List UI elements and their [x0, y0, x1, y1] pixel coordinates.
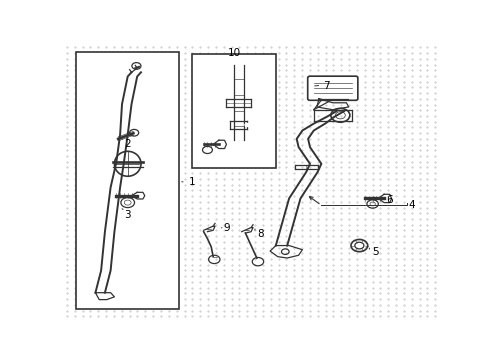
- Text: 8: 8: [257, 229, 264, 239]
- Text: 1: 1: [189, 177, 195, 187]
- Text: 7: 7: [323, 81, 330, 91]
- Text: 10: 10: [227, 48, 241, 58]
- Text: 9: 9: [223, 222, 230, 233]
- Bar: [76, 51, 179, 309]
- Circle shape: [245, 123, 250, 127]
- Text: 3: 3: [124, 210, 131, 220]
- Text: 4: 4: [409, 201, 416, 210]
- FancyBboxPatch shape: [308, 76, 358, 100]
- Text: 6: 6: [386, 195, 392, 205]
- Bar: [192, 54, 276, 168]
- Text: 2: 2: [124, 139, 131, 149]
- Text: 5: 5: [372, 247, 379, 257]
